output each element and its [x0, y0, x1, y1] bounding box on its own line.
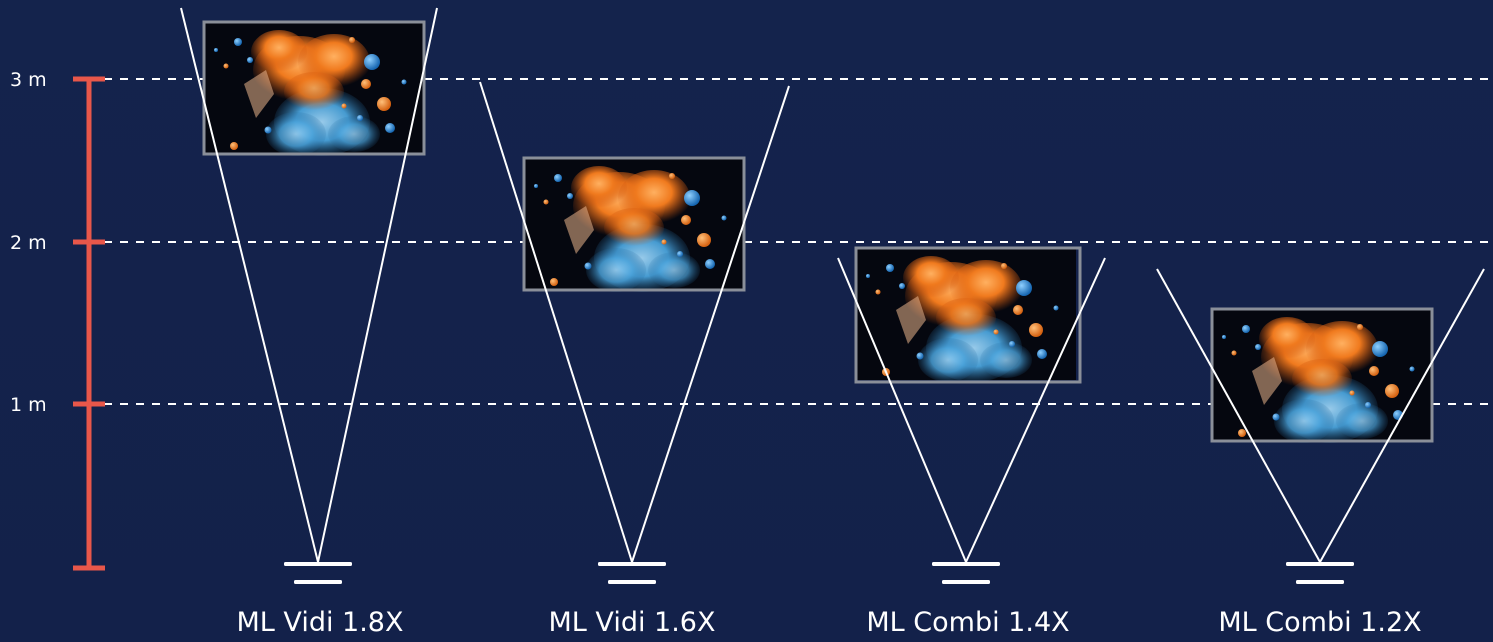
- projection-ml-vidi-1-8x: [180, 7, 438, 584]
- beam-line-left: [479, 81, 633, 563]
- projected-screen: [854, 246, 1082, 384]
- projected-screen: [202, 20, 426, 156]
- beam-line-left: [1156, 268, 1321, 563]
- scale-label-3m: 3 m: [10, 69, 47, 91]
- scale-label-2m: 2 m: [10, 232, 47, 254]
- beam-line-right: [965, 257, 1106, 563]
- beam-line-right: [317, 7, 438, 563]
- projector-label-ml-combi-1-2x: ML Combi 1.2X: [1218, 607, 1422, 638]
- projection-ml-vidi-1-6x: [479, 81, 790, 584]
- projector-label-ml-vidi-1-6x: ML Vidi 1.6X: [548, 607, 716, 638]
- projection-ml-combi-1-2x: [1156, 268, 1485, 584]
- beam-line-right: [1319, 268, 1485, 563]
- projected-screen: [1210, 307, 1434, 443]
- projector-icon: [1286, 562, 1354, 584]
- projector-icon: [598, 562, 666, 584]
- scale-label-1m: 1 m: [10, 394, 47, 416]
- projector-icon: [932, 562, 1000, 584]
- height-scale: [73, 76, 105, 571]
- beam-line-left: [180, 7, 319, 563]
- beam-line-right: [631, 85, 790, 563]
- projected-screen: [522, 156, 746, 292]
- projector-icon: [284, 562, 352, 584]
- projector-label-ml-vidi-1-8x: ML Vidi 1.8X: [236, 607, 404, 638]
- projection-ml-combi-1-4x: [837, 246, 1106, 584]
- beam-line-left: [837, 257, 967, 563]
- projector-label-ml-combi-1-4x: ML Combi 1.4X: [866, 607, 1070, 638]
